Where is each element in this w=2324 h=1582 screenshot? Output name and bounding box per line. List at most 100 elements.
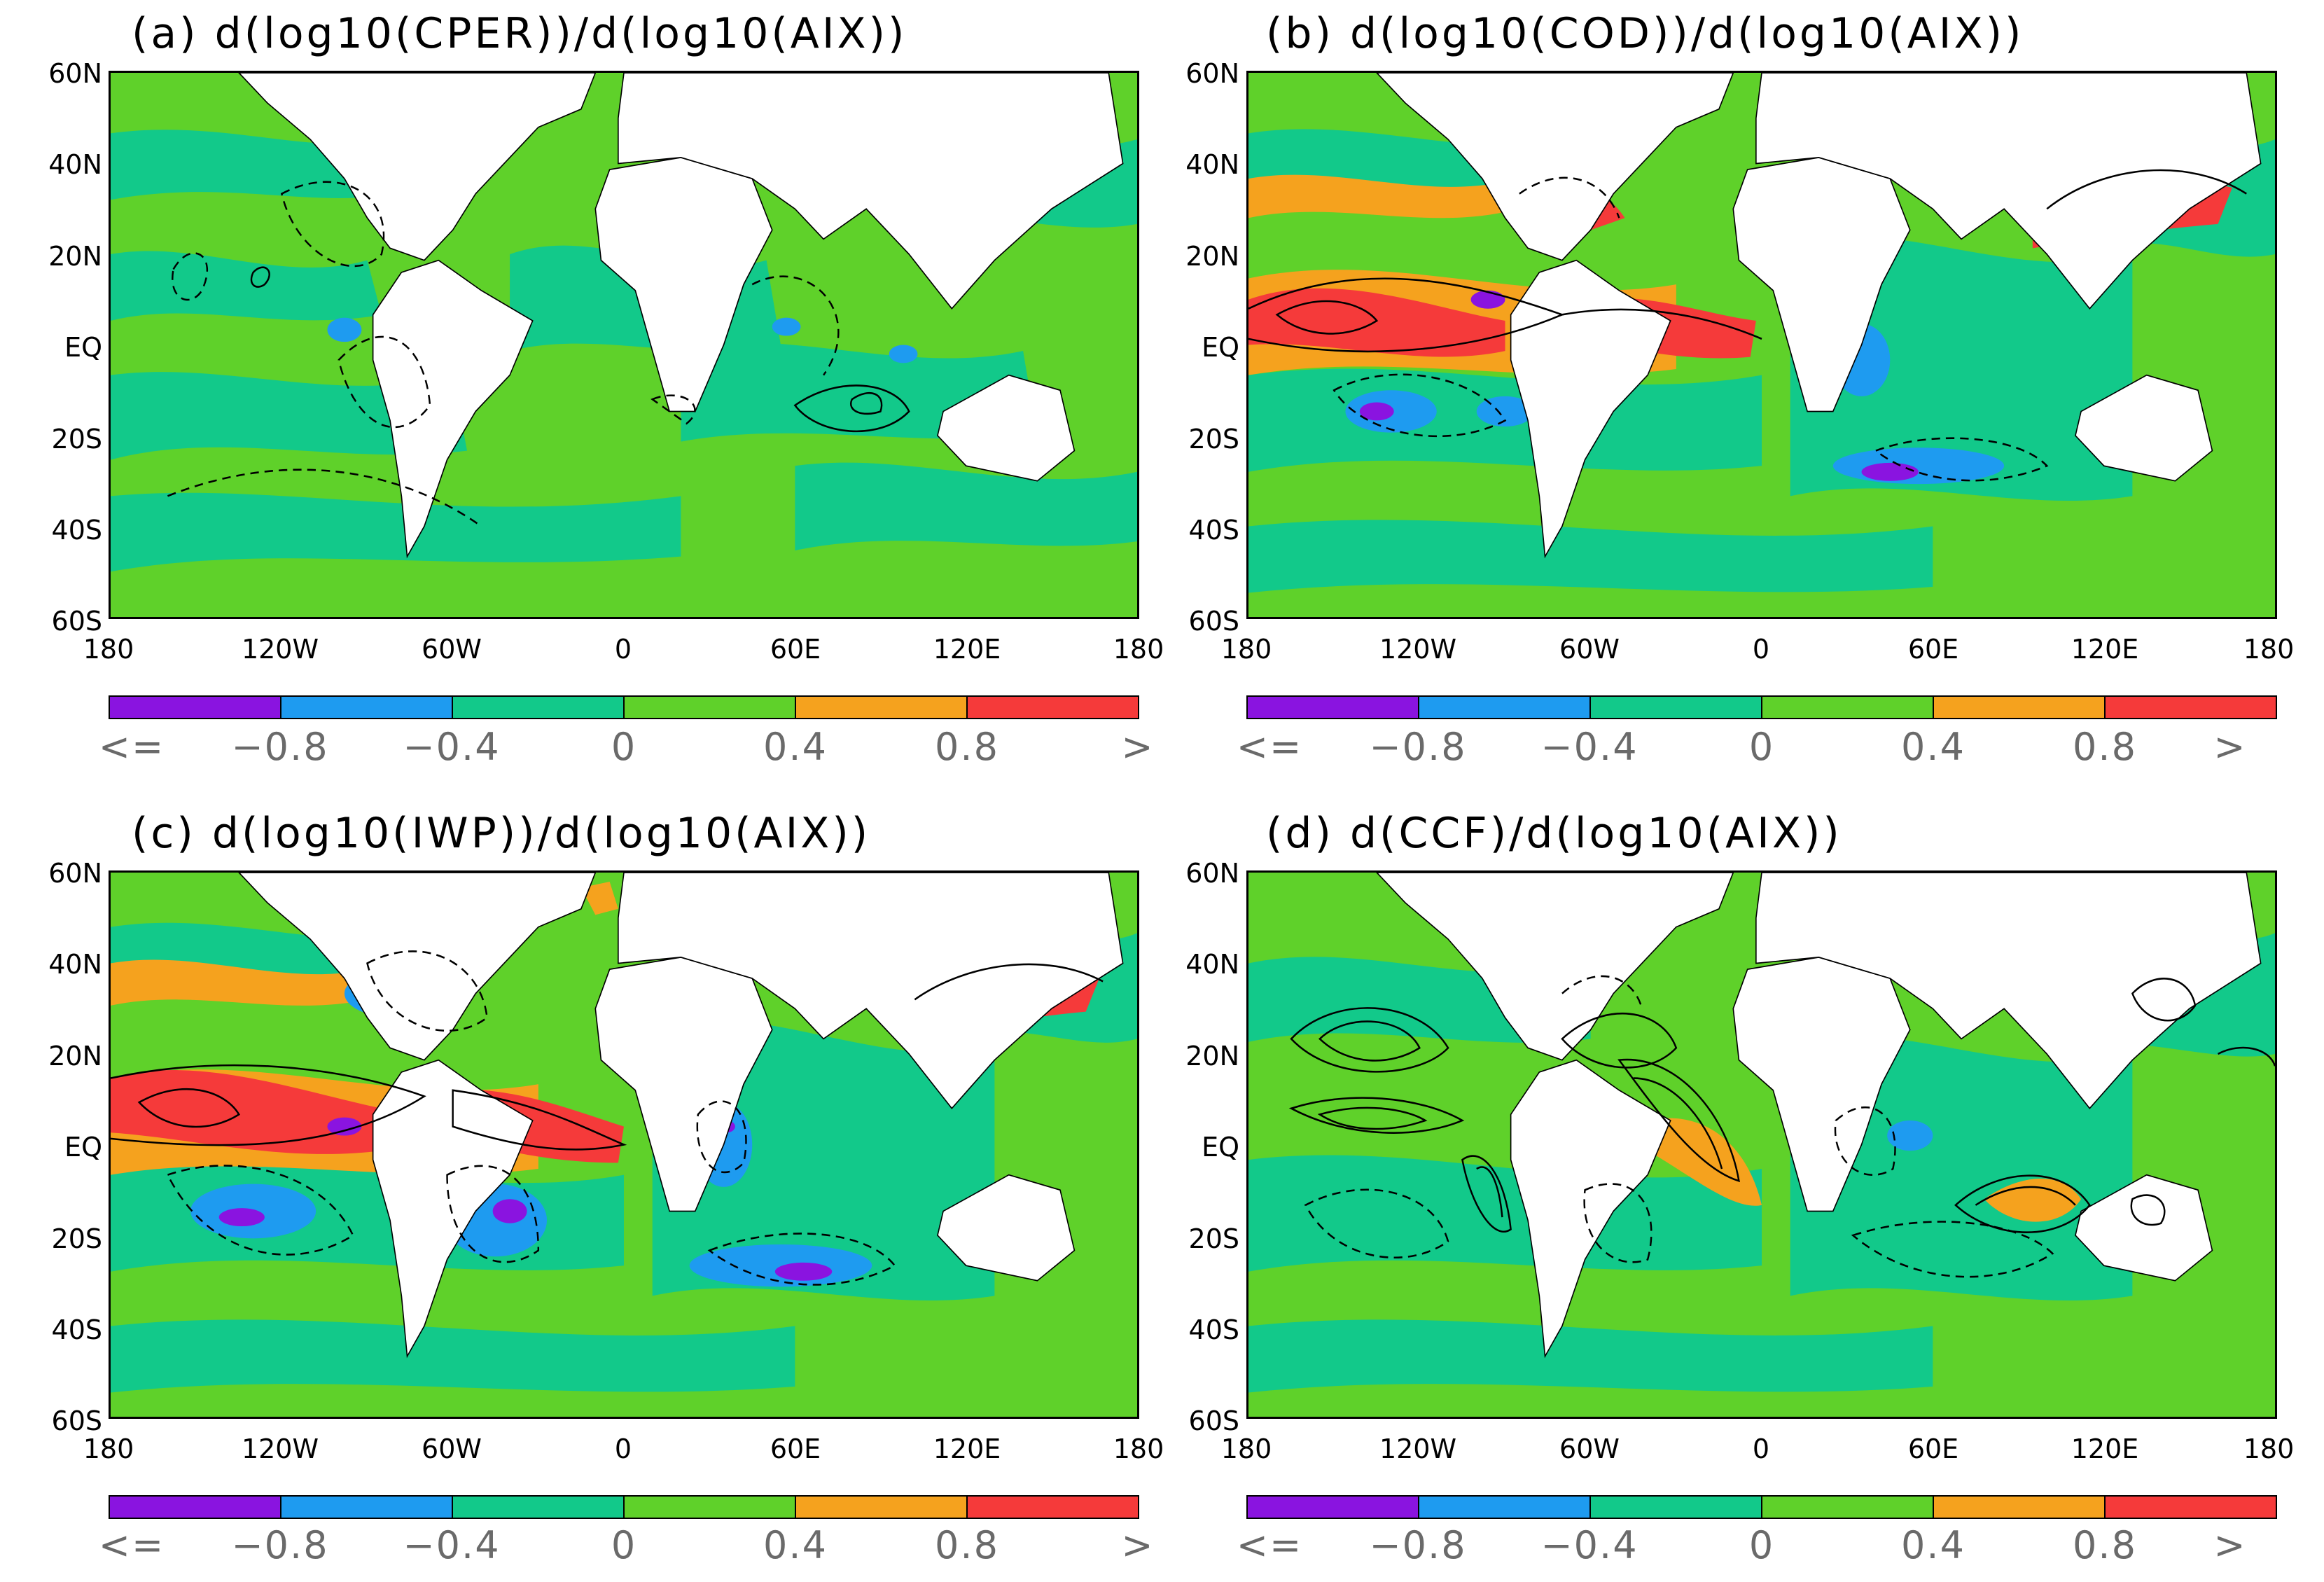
colorbar-label: −0.4 <box>1540 725 1638 769</box>
colorbar-segment <box>281 697 453 718</box>
colorbar-label: −0.8 <box>1369 725 1467 769</box>
colorbar-segment <box>453 1497 625 1518</box>
lat-label: 60S <box>51 1406 102 1436</box>
colorbar <box>109 695 1139 719</box>
lat-label: 20S <box>51 1223 102 1254</box>
colorbar-label: <= <box>98 725 165 769</box>
panel-title: (b) d(log10(COD))/d(log10(AIX)) <box>1266 9 2024 58</box>
lon-label: 120W <box>1379 634 1457 665</box>
lon-label: 120W <box>1379 1434 1457 1464</box>
colorbar-label: −0.4 <box>403 1523 501 1567</box>
colorbar-label: 0.4 <box>1901 1523 1965 1567</box>
colorbar-segment <box>281 1497 453 1518</box>
lon-label: 60E <box>770 634 821 665</box>
lat-label: EQ <box>1202 332 1239 363</box>
colorbar-segment <box>968 697 1138 718</box>
lat-label: 40S <box>1188 1314 1239 1345</box>
colorbar-segment <box>1934 697 2106 718</box>
lat-label: 40N <box>1185 949 1239 980</box>
lat-label: 20N <box>48 241 102 272</box>
map-panel-b <box>1246 71 2277 619</box>
colorbar-label: 0.8 <box>2073 1523 2137 1567</box>
lon-label: 60W <box>422 1434 482 1464</box>
lat-label: 60N <box>48 858 102 889</box>
map-field <box>111 73 1137 617</box>
colorbar-label: −0.4 <box>403 725 501 769</box>
lon-label: 60W <box>1559 1434 1620 1464</box>
lat-label: 60N <box>1185 858 1239 889</box>
panel-title: (c) d(log10(IWP))/d(log10(AIX)) <box>132 809 871 858</box>
colorbar-label: 0 <box>611 725 637 769</box>
lat-label: EQ <box>1202 1132 1239 1163</box>
lon-label: 60E <box>1907 1434 1959 1464</box>
colorbar-label: > <box>1121 1523 1155 1567</box>
colorbar-label: 0.4 <box>1901 725 1965 769</box>
colorbar-label: 0 <box>611 1523 637 1567</box>
colorbar-segment <box>1419 1497 1591 1518</box>
colorbar-segment <box>1762 1497 1934 1518</box>
lat-label: 60S <box>51 606 102 637</box>
lon-label: 180 <box>2243 634 2295 665</box>
colorbar-label: −0.8 <box>231 725 329 769</box>
lat-label: 20S <box>51 424 102 455</box>
lat-label: 60S <box>1188 1406 1239 1436</box>
colorbar-label: 0.4 <box>763 725 828 769</box>
colorbar-segment <box>1762 697 1934 718</box>
lon-label: 120E <box>933 1434 1001 1464</box>
lat-label: 20S <box>1188 1223 1239 1254</box>
colorbar-segment <box>2106 1497 2276 1518</box>
map-field <box>1248 73 2275 617</box>
lon-label: 0 <box>1752 1434 1770 1464</box>
map-panel-c <box>109 870 1139 1419</box>
lon-label: 180 <box>83 634 134 665</box>
lon-label: 60E <box>770 1434 821 1464</box>
lon-label: 60W <box>1559 634 1620 665</box>
colorbar-label: 0 <box>1748 1523 1775 1567</box>
colorbar-label: −0.8 <box>231 1523 329 1567</box>
map-panel-d <box>1246 870 2277 1419</box>
lon-label: 180 <box>1113 634 1164 665</box>
colorbar-label: <= <box>1236 1523 1303 1567</box>
colorbar-label: 0.4 <box>763 1523 828 1567</box>
colorbar-segment <box>453 697 625 718</box>
colorbar-segment <box>1419 697 1591 718</box>
colorbar-label: 0.8 <box>935 725 999 769</box>
lat-label: 60N <box>48 58 102 89</box>
lat-label: EQ <box>64 1132 102 1163</box>
panel-title: (a) d(log10(CPER))/d(log10(AIX)) <box>132 9 907 58</box>
map-field <box>1248 873 2275 1417</box>
lat-label: 40S <box>51 1314 102 1345</box>
colorbar-segment <box>2106 697 2276 718</box>
colorbar-segment <box>1591 697 1762 718</box>
colorbar-segment <box>1248 697 1419 718</box>
colorbar-segment <box>110 697 281 718</box>
colorbar-label: <= <box>98 1523 165 1567</box>
colorbar-label: > <box>1121 725 1155 769</box>
colorbar-segment <box>625 697 796 718</box>
colorbar-segment <box>625 1497 796 1518</box>
lat-label: 40N <box>1185 149 1239 180</box>
map-panel-a <box>109 71 1139 619</box>
lon-label: 180 <box>1220 634 1272 665</box>
lon-label: 60W <box>422 634 482 665</box>
colorbar-segment <box>1591 1497 1762 1518</box>
lon-label: 180 <box>1220 1434 1272 1464</box>
lat-label: 20N <box>1185 241 1239 272</box>
panel-title: (d) d(CCF)/d(log10(AIX)) <box>1266 809 1842 858</box>
colorbar <box>1246 1495 2277 1519</box>
colorbar-label: −0.8 <box>1369 1523 1467 1567</box>
colorbar-segment <box>796 1497 968 1518</box>
colorbar-label: −0.4 <box>1540 1523 1638 1567</box>
colorbar-segment <box>796 697 968 718</box>
colorbar-label: 0.8 <box>935 1523 999 1567</box>
lon-label: 120E <box>2071 634 2139 665</box>
lon-label: 0 <box>614 1434 632 1464</box>
colorbar <box>1246 695 2277 719</box>
lon-label: 120E <box>933 634 1001 665</box>
colorbar-label: > <box>2213 725 2247 769</box>
lat-label: 60S <box>1188 606 1239 637</box>
lon-label: 180 <box>2243 1434 2295 1464</box>
colorbar-segment <box>968 1497 1138 1518</box>
lat-label: 40N <box>48 149 102 180</box>
lat-label: 20N <box>1185 1041 1239 1071</box>
